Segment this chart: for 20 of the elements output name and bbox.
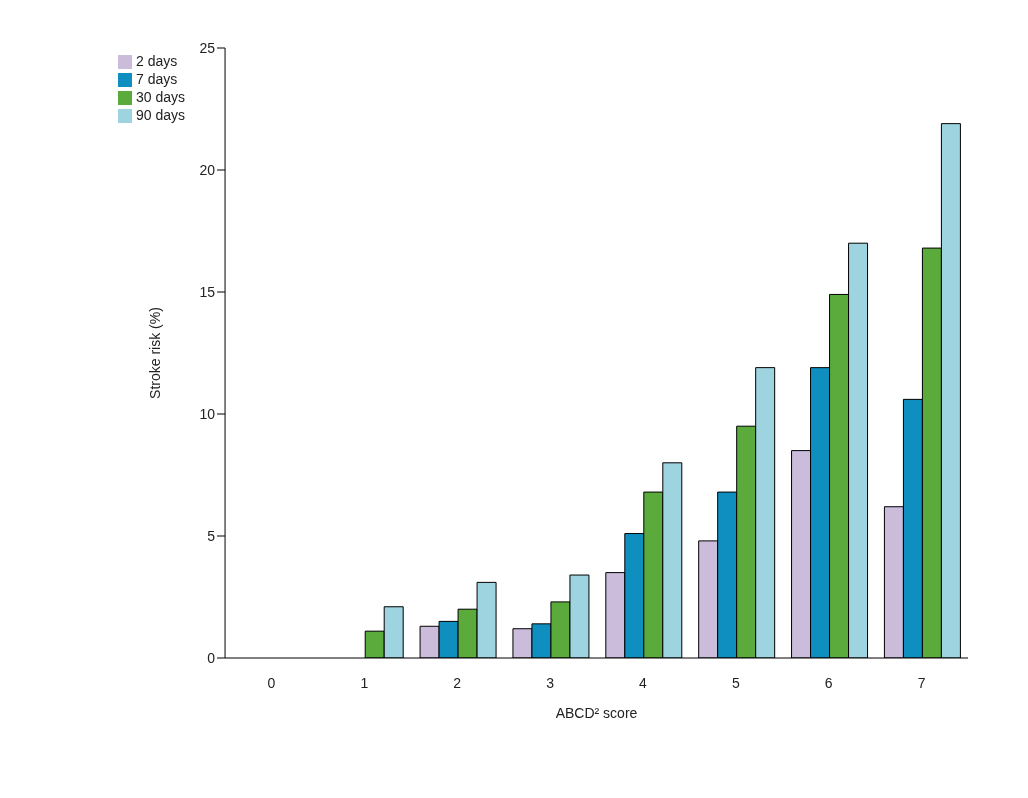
legend-label: 90 days xyxy=(136,107,186,123)
y-tick-label: 10 xyxy=(199,405,216,422)
y-tick-label: 15 xyxy=(199,283,216,300)
y-tick-label: 25 xyxy=(199,39,216,56)
y-tick-label: 20 xyxy=(199,161,216,178)
x-tick-label: 7 xyxy=(917,674,926,691)
x-tick-label: 4 xyxy=(639,674,648,691)
x-tick-label: 5 xyxy=(731,674,740,691)
legend-label: 7 days xyxy=(136,71,178,87)
y-tick-label: 5 xyxy=(207,527,216,544)
x-tick-label: 2 xyxy=(453,674,462,691)
y-axis-title: Stroke risk (%) xyxy=(147,307,164,399)
legend-label: 2 days xyxy=(136,53,178,69)
y-tick-label: 0 xyxy=(207,649,216,666)
x-tick-label: 0 xyxy=(267,674,276,691)
legend-label: 30 days xyxy=(136,89,186,105)
x-tick-label: 6 xyxy=(824,674,833,691)
x-tick-label: 1 xyxy=(360,674,369,691)
x-tick-label: 3 xyxy=(546,674,555,691)
x-axis-title: ABCD² score xyxy=(555,705,638,721)
